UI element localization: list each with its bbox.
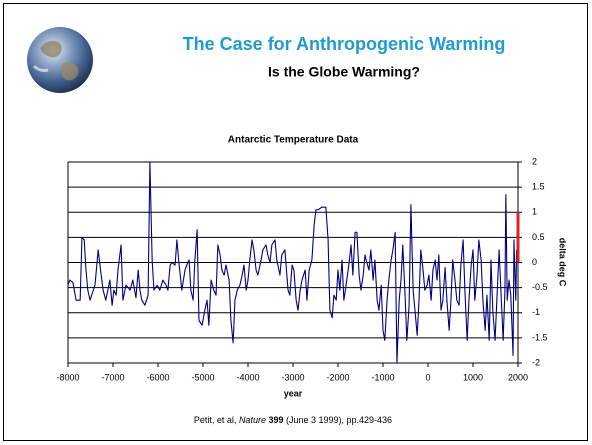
- caption-volume: 399: [266, 415, 284, 425]
- y-tick-label: -0.5: [532, 282, 548, 292]
- x-tick-label: -6000: [146, 372, 169, 382]
- x-tick-label: 2000: [508, 372, 528, 382]
- x-tick-label: -3000: [281, 372, 304, 382]
- x-tick-label: -2000: [326, 372, 349, 382]
- caption-text: (June 3 1999), pp.429-436: [283, 415, 392, 425]
- caption: Petit, et al, Nature 399 (June 3 1999), …: [194, 415, 392, 425]
- x-axis-label: year: [284, 388, 303, 398]
- slide-border: [3, 3, 588, 441]
- y-tick-label: -1.5: [532, 332, 548, 342]
- y-tick-label: -1: [532, 307, 540, 317]
- y-tick-label: 0.5: [532, 232, 545, 242]
- y-tick-label: 0: [532, 257, 537, 267]
- slide-title: The Case for Anthropogenic Warming: [183, 34, 506, 54]
- y-axis-label: delta deg C: [558, 238, 568, 287]
- x-tick-label: 1000: [463, 372, 483, 382]
- x-tick-label: -7000: [101, 372, 124, 382]
- data-line: [67, 161, 519, 364]
- x-tick-label: -1000: [371, 372, 394, 382]
- x-tick-label: -4000: [236, 372, 259, 382]
- slide-subtitle: Is the Globe Warming?: [268, 64, 420, 80]
- y-tick-label: 1: [532, 207, 537, 217]
- x-tick-label: 0: [425, 372, 430, 382]
- y-tick-label: 1.5: [532, 182, 545, 192]
- x-tick-label: -8000: [56, 372, 79, 382]
- globe-icon: [27, 27, 93, 93]
- y-tick-label: -2: [532, 357, 540, 367]
- y-tick-label: 2: [532, 156, 537, 166]
- caption-text: Petit, et al,: [194, 415, 239, 425]
- x-tick-label: -5000: [191, 372, 214, 382]
- chart-title: Antarctic Temperature Data: [228, 135, 359, 146]
- caption-journal: Nature: [239, 415, 266, 425]
